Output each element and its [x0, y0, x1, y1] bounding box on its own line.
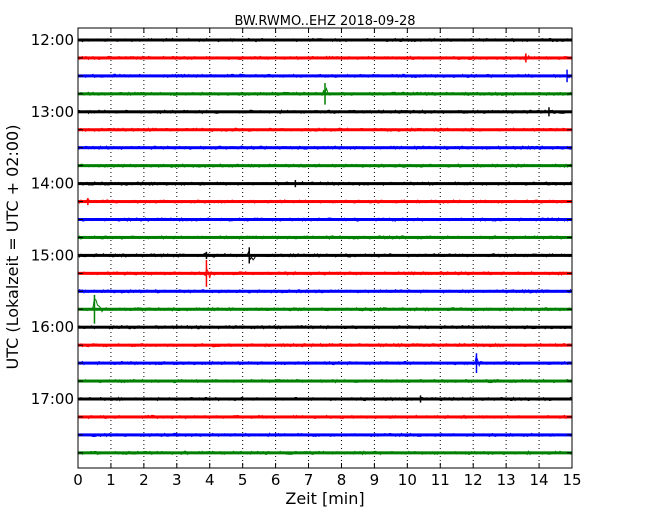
trace-line — [77, 414, 573, 420]
trace-line — [77, 127, 573, 133]
x-tick-label: 15 — [562, 471, 581, 489]
plot-frame — [77, 27, 573, 469]
trace-line — [77, 163, 573, 169]
trace-line — [77, 378, 573, 384]
trace-line — [77, 432, 573, 438]
trace-line — [78, 450, 573, 456]
trace-line — [77, 199, 573, 205]
y-axis-label: UTC (Lokalzeit = UTC + 02:00) — [3, 125, 22, 370]
trace-band — [78, 307, 572, 311]
trace-line — [77, 342, 573, 348]
trace-group — [77, 37, 573, 456]
trace-band — [78, 271, 572, 275]
x-tick-label: 1 — [106, 471, 116, 489]
y-axis: 12:00 13:00 14:00 15:00 16:00 17:00 — [31, 31, 572, 454]
trace-line — [77, 234, 573, 241]
x-tick-label: 8 — [337, 471, 347, 489]
trace-band — [78, 235, 572, 239]
x-tick-label: 11 — [431, 471, 450, 489]
x-tick-label: 3 — [172, 471, 182, 489]
trace-band — [78, 128, 572, 132]
trace-line — [77, 180, 573, 187]
x-axis-label: Zeit [min] — [285, 489, 364, 508]
x-tick-label: 5 — [238, 471, 248, 489]
trace-line — [77, 288, 573, 294]
y-tick-label: 12:00 — [31, 31, 74, 49]
y-tick-label: 13:00 — [31, 103, 74, 121]
trace-line — [77, 53, 573, 61]
x-tick-label: 7 — [304, 471, 314, 489]
y-tick-label: 16:00 — [31, 318, 74, 336]
x-tick-label: 0 — [73, 471, 83, 489]
x-tick-label: 4 — [205, 471, 215, 489]
x-tick-label: 12 — [464, 471, 483, 489]
trace-line — [77, 396, 573, 402]
trace-line — [77, 37, 573, 43]
x-tick-label: 14 — [530, 471, 549, 489]
grid-lines — [110, 28, 540, 468]
trace-line — [77, 267, 573, 279]
trace-line — [77, 109, 573, 115]
trace-band — [78, 74, 572, 78]
trace-line — [77, 249, 573, 261]
trace-band — [78, 146, 572, 150]
trace-line — [77, 73, 573, 79]
x-tick-label: 13 — [497, 471, 516, 489]
trace-line — [77, 145, 573, 151]
trace-band — [78, 397, 572, 401]
x-tick-label: 2 — [139, 471, 149, 489]
trace-line — [77, 324, 573, 330]
trace-line — [77, 297, 573, 313]
y-tick-label: 14:00 — [31, 175, 74, 193]
y-tick-label: 17:00 — [31, 390, 74, 408]
x-axis: 0 1 2 3 4 5 6 7 8 9 10 11 12 13 14 15 — [73, 28, 582, 489]
y-tick-label: 15:00 — [31, 246, 74, 264]
x-tick-label: 9 — [370, 471, 380, 489]
trace-band — [78, 110, 572, 114]
x-tick-label: 10 — [398, 471, 417, 489]
trace-band — [78, 38, 572, 42]
trace-line — [77, 216, 573, 223]
chart-title: BW.RWMO..EHZ 2018-09-28 — [234, 14, 415, 29]
trace-band — [78, 361, 572, 365]
x-tick-label: 6 — [271, 471, 281, 489]
trace-line — [77, 354, 573, 368]
